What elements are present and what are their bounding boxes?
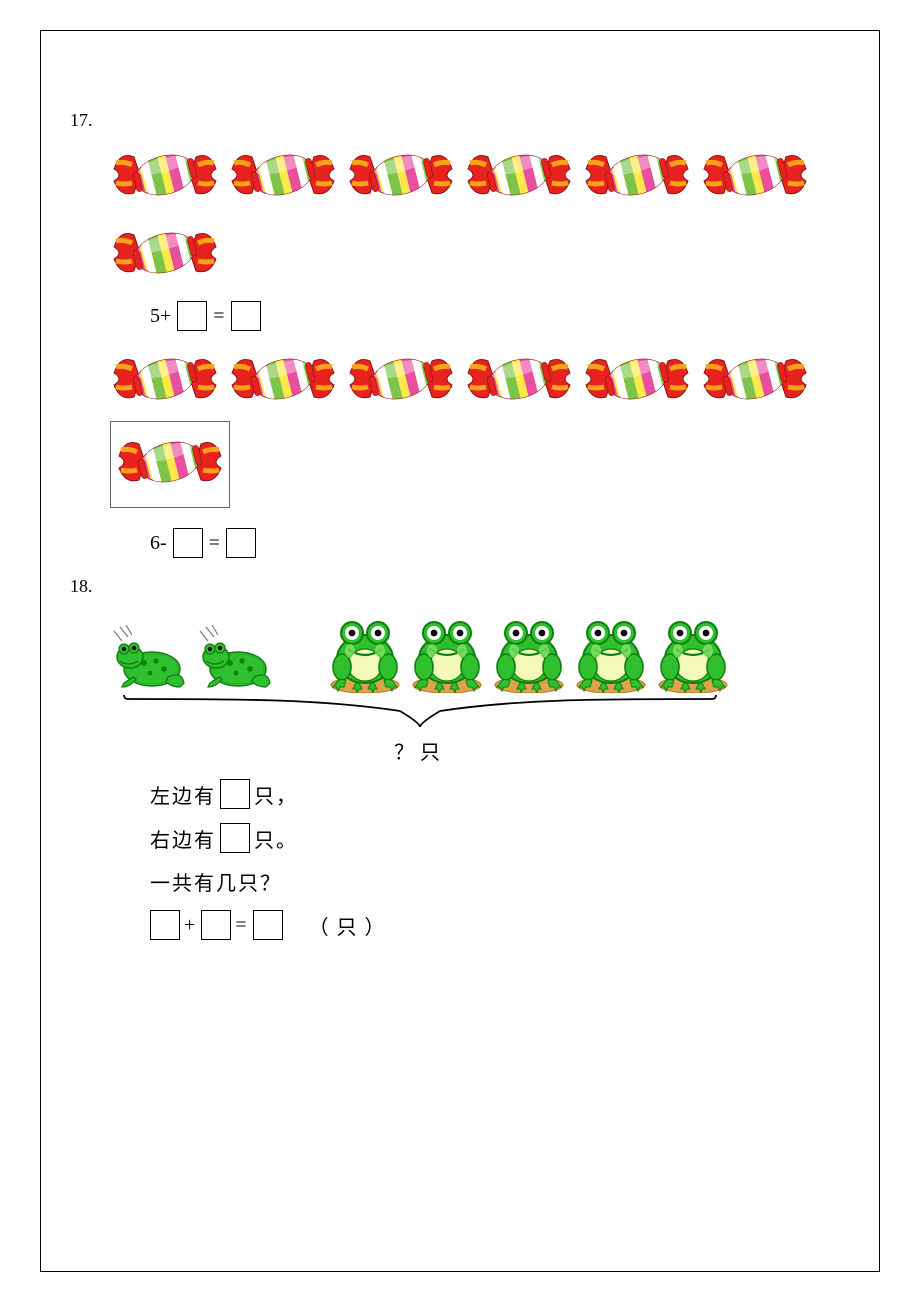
question-number-18: 18. (70, 576, 850, 597)
eq17a-prefix: 5+ (150, 305, 171, 328)
equation-18: + = （只） (150, 910, 850, 940)
frog-sitting-icon (572, 607, 650, 693)
text-right-pre: 右边有 (150, 824, 216, 853)
candy-icon (700, 343, 810, 415)
line-total-question: 一共有几只？ (150, 867, 850, 896)
line-left-count: 左边有 只， (150, 779, 850, 809)
text-right-post: 只。 (254, 824, 298, 853)
candy-icon (464, 343, 574, 415)
candy-row-2 (110, 217, 850, 289)
q18-text-block: 左边有 只， 右边有 只。 一共有几只？ + = （只） (150, 779, 850, 940)
candy-icon (700, 139, 810, 211)
question-number-17: 17. (70, 110, 850, 131)
candy-icon (582, 343, 692, 415)
candy-row-1 (110, 139, 850, 211)
candy-icon (346, 343, 456, 415)
frog-sitting-icon (408, 607, 486, 693)
text-left-post: 只， (254, 780, 298, 809)
candy-icon (110, 217, 220, 289)
blank-box[interactable] (253, 910, 283, 940)
eq17b-prefix: 6- (150, 532, 167, 555)
candy-icon (346, 139, 456, 211)
frog-sitting-icon (490, 607, 568, 693)
candy-icon (110, 139, 220, 211)
candy-icon (110, 343, 220, 415)
curly-brace-icon (120, 693, 720, 733)
brace-label: ？只 (120, 736, 720, 765)
candy-boxed (110, 421, 230, 508)
blank-box[interactable] (177, 301, 207, 331)
blank-box[interactable] (150, 910, 180, 940)
frog-sitting-icon (654, 607, 732, 693)
candy-icon (228, 139, 338, 211)
eq18-plus: + (184, 914, 197, 937)
blank-box[interactable] (173, 528, 203, 558)
page-content: 17. 5+ = 6- = 18. ？只 (50, 40, 870, 974)
frog-row (110, 607, 850, 693)
equation-17a: 5+ = (150, 301, 850, 331)
candy-icon (228, 343, 338, 415)
candy-icon (464, 139, 574, 211)
blank-box[interactable] (201, 910, 231, 940)
candy-row-3 (110, 343, 850, 415)
blank-box[interactable] (231, 301, 261, 331)
blank-box[interactable] (226, 528, 256, 558)
frog-sitting-icon (326, 607, 404, 693)
eq17b-equals: = (209, 532, 220, 555)
frog-hopping-icon (110, 621, 190, 693)
blank-box[interactable] (220, 779, 250, 809)
eq18-equals: = (235, 914, 248, 937)
text-left-pre: 左边有 (150, 780, 216, 809)
eq17a-equals: = (213, 305, 224, 328)
equation-17b: 6- = (150, 528, 850, 558)
brace-group: ？只 (120, 693, 720, 765)
eq18-unit: （只） (309, 911, 393, 940)
blank-box[interactable] (220, 823, 250, 853)
frog-hopping-icon (196, 621, 276, 693)
line-right-count: 右边有 只。 (150, 823, 850, 853)
text-total-q: 一共有几只？ (150, 867, 282, 896)
candy-icon (582, 139, 692, 211)
candy-row-boxed (110, 421, 850, 508)
candy-icon (115, 426, 225, 498)
worksheet-page: 17. 5+ = 6- = 18. ？只 (0, 0, 920, 1302)
